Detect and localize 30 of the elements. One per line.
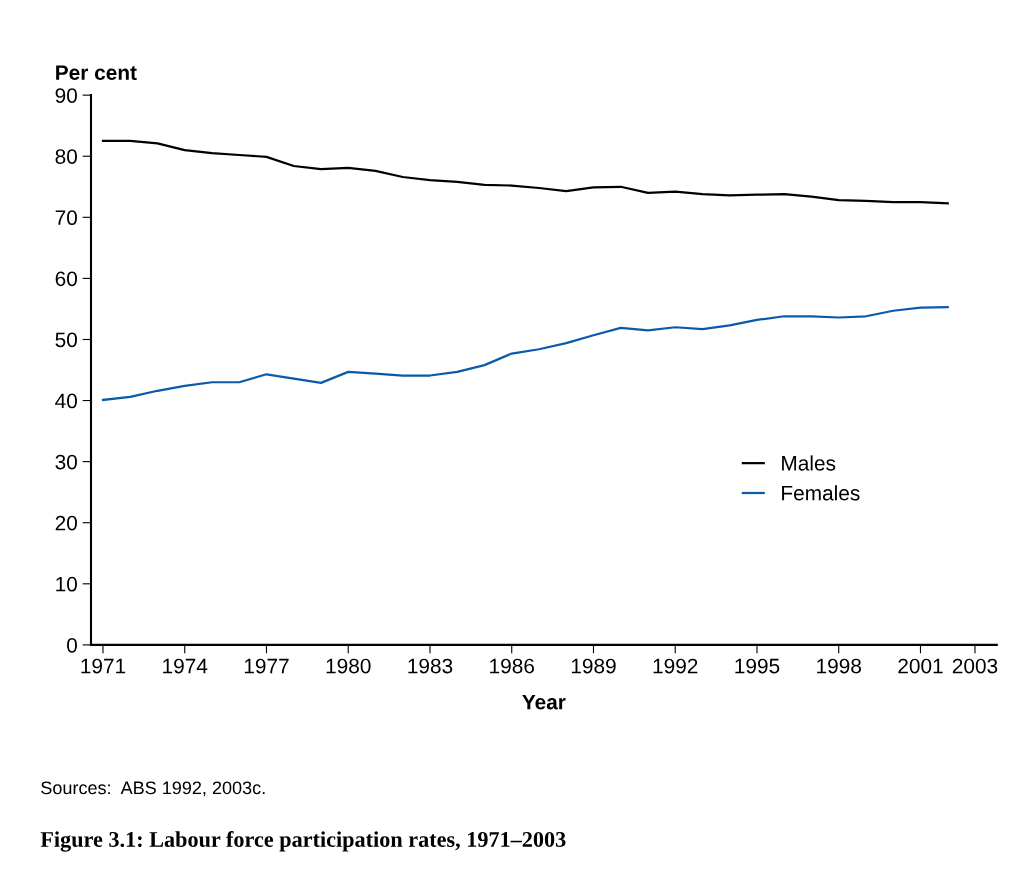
x-tick-label: 1995 [735,658,780,674]
source-note: Sources: ABS 1992, 2003c. [41,781,265,797]
x-tick-label: 1971 [81,658,126,674]
y-tick-label: 10 [56,576,77,592]
x-tick-label: 2001 [898,658,943,674]
y-axis-title: Per cent [56,65,137,81]
y-tick-label: 80 [55,149,77,164]
y-tick-label: 50 [55,332,77,348]
y-tick-label: 20 [55,515,77,531]
x-tick-label: 1998 [817,658,861,674]
x-tick-label: 1989 [571,658,616,674]
x-tick-label: 1992 [653,658,698,674]
legend-label: Females [782,485,860,501]
y-tick-label: 60 [55,271,77,287]
text: Figure 3.1: Labour force participation rates, 1971–2003 [40,831,566,852]
legend-label: Males [782,455,836,471]
x-tick-label: 1977 [244,658,289,674]
y-tick-label: 90 [55,88,77,103]
x-tick-label: 1983 [408,658,453,674]
x-tick-label: 2003 [952,658,998,674]
x-axis-title: Year [522,694,566,710]
y-tick-label: 40 [55,393,77,409]
x-tick-label: 1980 [326,658,371,674]
y-tick-label: 70 [55,210,77,226]
x-tick-label: 1986 [490,658,534,674]
line-series [101,139,949,205]
x-tick-label: 1974 [163,658,208,674]
line-series [101,305,949,402]
y-tick-label: 0 [67,637,77,653]
y-tick-label: 30 [55,454,77,470]
